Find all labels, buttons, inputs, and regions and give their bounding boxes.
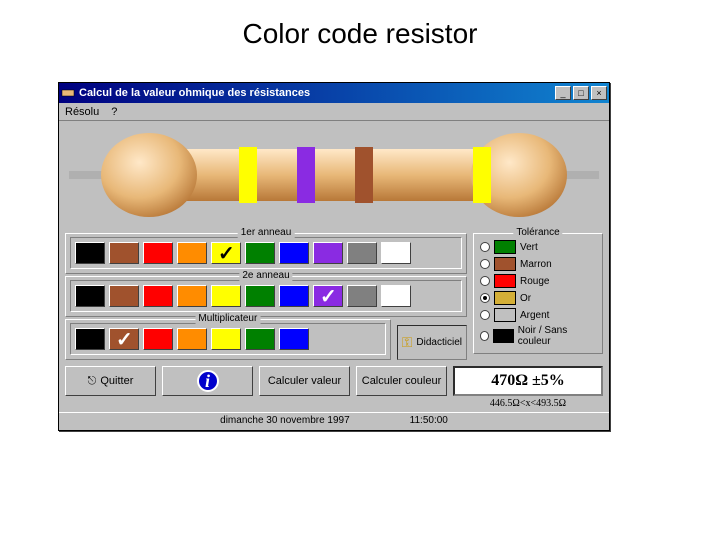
tolerance-label-text: Rouge [520, 276, 549, 287]
window-title: Calcul de la valeur ohmique des résistan… [79, 87, 555, 99]
row3-group: Multiplicateur [65, 319, 391, 360]
tolerance-label-text: Vert [520, 242, 538, 253]
exit-icon: ⎋ [88, 375, 97, 388]
row2-swatch-9[interactable] [381, 285, 411, 307]
quit-button[interactable]: ⎋ Quitter [65, 366, 156, 396]
app-window: Calcul de la valeur ohmique des résistan… [58, 82, 610, 431]
tolerance-option-4[interactable]: Argent [480, 308, 596, 322]
row1-swatch-7[interactable] [313, 242, 343, 264]
row1-group: 1er anneau [65, 233, 467, 274]
tolerance-option-5[interactable]: Noir / Sans couleur [480, 325, 596, 347]
tolerance-option-2[interactable]: Rouge [480, 274, 596, 288]
tolerance-chip [494, 240, 516, 254]
row1-swatch-4[interactable] [211, 242, 241, 264]
row3-swatch-3[interactable] [177, 328, 207, 350]
row3-swatch-2[interactable] [143, 328, 173, 350]
slide-title: Color code resistor [0, 18, 720, 50]
tolerance-option-3[interactable]: Or [480, 291, 596, 305]
row1-label: 1er anneau [238, 227, 295, 238]
radio-icon [480, 331, 489, 341]
row2-swatch-8[interactable] [347, 285, 377, 307]
menu-help[interactable]: ? [111, 106, 117, 118]
row2-swatch-0[interactable] [75, 285, 105, 307]
row3-swatch-5[interactable] [245, 328, 275, 350]
titlebar: Calcul de la valeur ohmique des résistan… [59, 83, 609, 103]
row3-swatch-1[interactable] [109, 328, 139, 350]
row2-swatch-5[interactable] [245, 285, 275, 307]
radio-icon [480, 293, 490, 303]
row2-swatch-4[interactable] [211, 285, 241, 307]
row2-swatches [70, 280, 462, 312]
tolerance-label: Tolérance [513, 227, 562, 238]
row2-swatch-1[interactable] [109, 285, 139, 307]
row1-swatch-6[interactable] [279, 242, 309, 264]
row2-swatch-6[interactable] [279, 285, 309, 307]
row2-group: 2e anneau [65, 276, 467, 317]
menubar: Résolu ? [59, 103, 609, 121]
calc-color-button[interactable]: Calculer couleur [356, 366, 447, 396]
status-time: 11:50:00 [410, 415, 448, 426]
tolerance-chip [494, 274, 516, 288]
tolerance-chip [494, 257, 516, 271]
radio-icon [480, 310, 490, 320]
key-icon: ⚿ [402, 334, 413, 351]
row2-swatch-2[interactable] [143, 285, 173, 307]
row3-swatch-6[interactable] [279, 328, 309, 350]
statusbar: dimanche 30 novembre 1997 11:50:00 [59, 412, 609, 430]
result-value: 470Ω ±5% [453, 366, 603, 396]
tolerance-label-text: Argent [520, 310, 549, 321]
tolerance-options: Vert Marron Rouge Or Argent Noir / Sans coule… [480, 240, 596, 347]
row1-swatches [70, 237, 462, 269]
calc-color-label: Calculer couleur [362, 375, 441, 387]
resistor-svg [69, 125, 599, 225]
menu-resolu[interactable]: Résolu [65, 106, 99, 118]
row2-swatch-3[interactable] [177, 285, 207, 307]
calc-value-label: Calculer valeur [268, 375, 341, 387]
status-date: dimanche 30 novembre 1997 [220, 415, 350, 426]
row2-swatch-7[interactable] [313, 285, 343, 307]
tolerance-chip [494, 308, 516, 322]
minimize-button[interactable]: _ [555, 86, 571, 100]
tolerance-label-text: Noir / Sans couleur [518, 325, 596, 347]
row1-swatch-1[interactable] [109, 242, 139, 264]
didacticiel-label: Didacticiel [416, 337, 462, 348]
row2-label: 2e anneau [239, 270, 292, 281]
tolerance-chip [493, 329, 513, 343]
row1-swatch-3[interactable] [177, 242, 207, 264]
tolerance-option-0[interactable]: Vert [480, 240, 596, 254]
quit-label: Quitter [100, 375, 133, 387]
row3-swatches [70, 323, 386, 355]
radio-icon [480, 276, 490, 286]
maximize-button[interactable]: □ [573, 86, 589, 100]
calc-value-button[interactable]: Calculer valeur [259, 366, 350, 396]
row3-swatch-0[interactable] [75, 328, 105, 350]
radio-icon [480, 259, 490, 269]
row1-swatch-0[interactable] [75, 242, 105, 264]
result-box: 470Ω ±5% 446.5Ω<x<493.5Ω [453, 366, 603, 409]
info-icon: i [197, 370, 219, 392]
didacticiel-button[interactable]: ⚿ Didacticiel [397, 325, 467, 360]
tolerance-chip [494, 291, 516, 305]
result-range: 446.5Ω<x<493.5Ω [453, 396, 603, 409]
radio-icon [480, 242, 490, 252]
tolerance-group: Tolérance VertMarronRougeOrArgentNoir / … [473, 233, 603, 354]
row1-swatch-9[interactable] [381, 242, 411, 264]
resistor-graphic [59, 121, 609, 229]
tolerance-label-text: Or [520, 293, 531, 304]
row1-swatch-5[interactable] [245, 242, 275, 264]
row3-label: Multiplicateur [195, 313, 260, 324]
row1-swatch-8[interactable] [347, 242, 377, 264]
info-button[interactable]: i [162, 366, 253, 396]
row1-swatch-2[interactable] [143, 242, 173, 264]
tolerance-option-1[interactable]: Marron [480, 257, 596, 271]
close-button[interactable]: × [591, 86, 607, 100]
app-icon [61, 86, 75, 100]
row3-swatch-4[interactable] [211, 328, 241, 350]
tolerance-label-text: Marron [520, 259, 552, 270]
